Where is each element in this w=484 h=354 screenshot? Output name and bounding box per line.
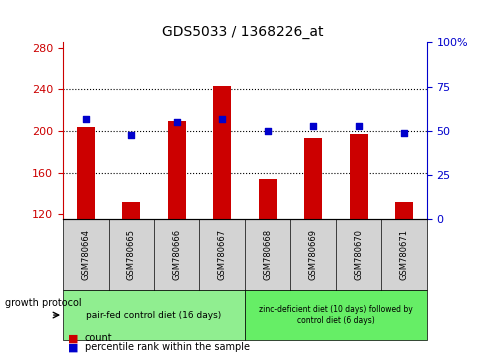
- Text: growth protocol: growth protocol: [5, 298, 81, 308]
- Point: [354, 123, 362, 129]
- Bar: [122, 202, 140, 219]
- Bar: [76, 127, 95, 219]
- Text: GSM780665: GSM780665: [126, 229, 136, 280]
- Text: zinc-deficient diet (10 days) followed by
control diet (6 days): zinc-deficient diet (10 days) followed b…: [258, 306, 412, 325]
- Text: GSM780666: GSM780666: [172, 229, 181, 280]
- Bar: [212, 86, 231, 219]
- Bar: [167, 121, 185, 219]
- Text: GDS5033 / 1368226_at: GDS5033 / 1368226_at: [162, 25, 322, 39]
- Bar: [258, 179, 276, 219]
- Text: ■: ■: [68, 333, 78, 343]
- Bar: [349, 134, 367, 219]
- Point: [399, 130, 407, 136]
- Point: [172, 119, 180, 125]
- Point: [263, 128, 271, 134]
- Text: percentile rank within the sample: percentile rank within the sample: [85, 342, 249, 352]
- Text: GSM780669: GSM780669: [308, 229, 317, 280]
- Point: [127, 132, 135, 137]
- Bar: [394, 202, 412, 219]
- Text: GSM780671: GSM780671: [399, 229, 408, 280]
- Point: [82, 116, 90, 121]
- Text: GSM780670: GSM780670: [353, 229, 363, 280]
- Text: ■: ■: [68, 342, 78, 352]
- Text: count: count: [85, 333, 112, 343]
- Text: pair-fed control diet (16 days): pair-fed control diet (16 days): [86, 310, 221, 320]
- Point: [309, 123, 317, 129]
- Text: GSM780668: GSM780668: [263, 229, 272, 280]
- Bar: [303, 138, 321, 219]
- Point: [218, 116, 226, 121]
- Text: GSM780664: GSM780664: [81, 229, 90, 280]
- Text: GSM780667: GSM780667: [217, 229, 226, 280]
